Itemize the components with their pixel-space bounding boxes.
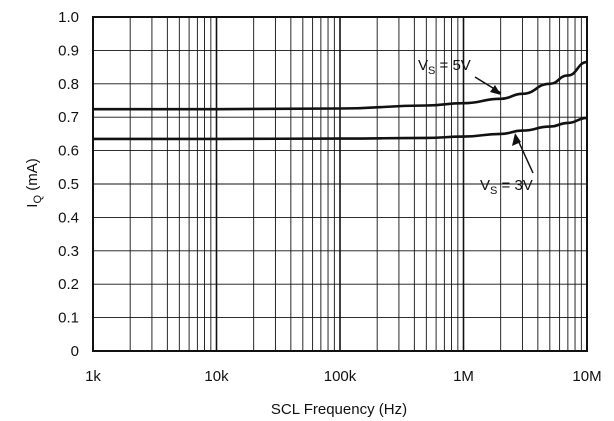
series-5v-line [93, 60, 588, 111]
x-axis-label: SCL Frequency (Hz) [271, 401, 407, 418]
series-layer [93, 60, 588, 141]
y-tick-label: 0.2 [58, 276, 79, 293]
y-tick-label: 0.7 [58, 109, 79, 126]
grid [93, 17, 587, 351]
y-tick-label: 0.8 [58, 76, 79, 93]
svg-text:VS = 3V: VS = 3V [480, 177, 533, 197]
x-tick-label: 1k [85, 368, 101, 385]
x-tick-label: 10M [572, 368, 601, 385]
y-tick-labels: 0 0.1 0.2 0.3 0.4 0.5 0.6 0.7 0.8 0.9 1.0 [58, 9, 79, 360]
y-tick-label: 0 [71, 343, 79, 360]
y-axis-label: IQ (mA) [24, 158, 44, 207]
y-tick-label: 0.6 [58, 143, 79, 160]
y-tick-label: 1.0 [58, 9, 79, 26]
x-tick-label: 10k [204, 368, 229, 385]
x-tick-label: 100k [324, 368, 357, 385]
series-label-3v: VS = 3V [480, 133, 534, 197]
y-tick-label: 0.1 [58, 310, 79, 327]
svg-text:VS = 5V: VS = 5V [418, 57, 471, 77]
series-3v-arrowhead [512, 133, 521, 146]
x-tick-labels: 1k 10k 100k 1M 10M [85, 368, 602, 385]
series-5v-arrowhead [490, 85, 501, 95]
plot-frame [92, 16, 588, 352]
series-3v-leader-line [516, 137, 534, 174]
y-tick-label: 0.4 [58, 209, 79, 226]
y-tick-label: 0.5 [58, 176, 79, 193]
series-label-5v: VS = 5V [418, 57, 502, 95]
y-tick-label: 0.9 [58, 42, 79, 59]
x-tick-label: 1M [453, 368, 474, 385]
series-3v-line [93, 116, 588, 141]
y-tick-label: 0.3 [58, 243, 79, 260]
